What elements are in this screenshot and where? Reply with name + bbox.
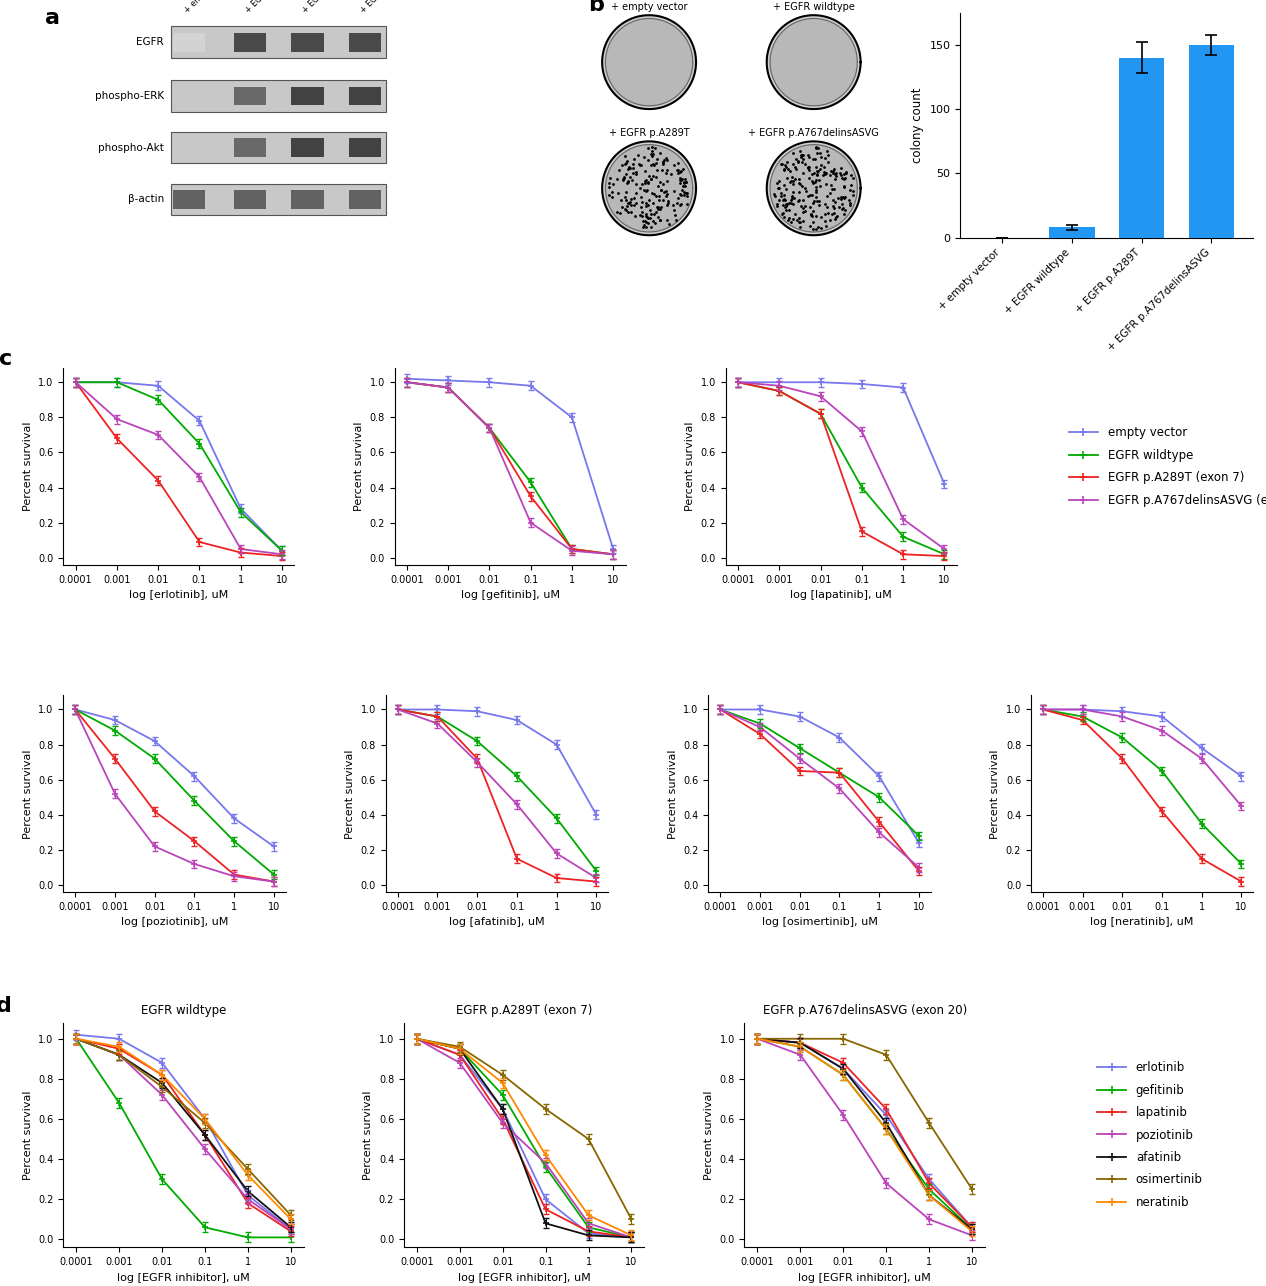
Bar xyxy=(234,190,266,208)
Y-axis label: Percent survival: Percent survival xyxy=(23,748,33,838)
X-axis label: log [lapatinib], uM: log [lapatinib], uM xyxy=(790,590,893,601)
X-axis label: log [EGFR inhibitor], uM: log [EGFR inhibitor], uM xyxy=(458,1273,590,1282)
Polygon shape xyxy=(770,144,857,231)
Y-axis label: Percent survival: Percent survival xyxy=(990,748,1000,838)
Bar xyxy=(234,32,266,51)
Text: + EGFR p.A767delinsASVG: + EGFR p.A767delinsASVG xyxy=(358,0,441,15)
Title: + EGFR p.A289T: + EGFR p.A289T xyxy=(609,129,690,138)
Text: + EGFR wildtype: + EGFR wildtype xyxy=(243,0,298,15)
Y-axis label: Percent survival: Percent survival xyxy=(23,422,33,512)
Y-axis label: Percent survival: Percent survival xyxy=(354,422,363,512)
Bar xyxy=(1189,45,1234,238)
Polygon shape xyxy=(605,144,693,231)
X-axis label: log [EGFR inhibitor], uM: log [EGFR inhibitor], uM xyxy=(799,1273,931,1282)
Legend: erlotinib, gefitinib, lapatinib, poziotinib, afatinib, osimertinib, neratinib: erlotinib, gefitinib, lapatinib, pozioti… xyxy=(1091,1056,1209,1215)
Bar xyxy=(172,32,205,51)
Bar xyxy=(171,184,386,215)
Bar xyxy=(171,132,386,163)
X-axis label: log [poziotinib], uM: log [poziotinib], uM xyxy=(120,917,228,927)
Bar xyxy=(348,190,381,208)
Bar xyxy=(171,80,386,112)
Text: + empty vector: + empty vector xyxy=(182,0,234,15)
Bar xyxy=(291,32,324,51)
Text: + EGFR p.A289T: + EGFR p.A289T xyxy=(301,0,354,15)
Text: a: a xyxy=(46,9,61,28)
Title: + empty vector: + empty vector xyxy=(610,3,687,12)
Bar xyxy=(348,32,381,51)
Y-axis label: Percent survival: Percent survival xyxy=(363,1091,373,1179)
Polygon shape xyxy=(770,18,857,105)
Polygon shape xyxy=(767,141,861,235)
Text: b: b xyxy=(587,0,604,15)
X-axis label: log [gefitinib], uM: log [gefitinib], uM xyxy=(461,590,560,601)
Bar xyxy=(1050,228,1095,238)
Y-axis label: Percent survival: Percent survival xyxy=(704,1091,714,1179)
Polygon shape xyxy=(603,141,696,235)
Bar xyxy=(1119,58,1165,238)
Bar xyxy=(234,86,266,105)
X-axis label: log [neratinib], uM: log [neratinib], uM xyxy=(1090,917,1194,927)
Bar xyxy=(291,86,324,105)
Y-axis label: Percent survival: Percent survival xyxy=(685,422,695,512)
Bar xyxy=(172,190,205,208)
X-axis label: log [afatinib], uM: log [afatinib], uM xyxy=(449,917,544,927)
Polygon shape xyxy=(767,15,861,109)
X-axis label: log [erlotinib], uM: log [erlotinib], uM xyxy=(129,590,228,601)
Bar xyxy=(348,139,381,157)
Text: phospho-ERK: phospho-ERK xyxy=(95,91,163,102)
Bar xyxy=(171,26,386,58)
Y-axis label: Percent survival: Percent survival xyxy=(346,748,356,838)
Bar xyxy=(348,86,381,105)
Text: phospho-Akt: phospho-Akt xyxy=(97,143,163,153)
Polygon shape xyxy=(603,15,696,109)
Text: EGFR: EGFR xyxy=(137,37,163,48)
Bar xyxy=(234,139,266,157)
Title: + EGFR p.A767delinsASVG: + EGFR p.A767delinsASVG xyxy=(748,129,879,138)
Y-axis label: Percent survival: Percent survival xyxy=(23,1091,33,1179)
Y-axis label: Percent survival: Percent survival xyxy=(667,748,677,838)
Legend: empty vector, EGFR wildtype, EGFR p.A289T (exon 7), EGFR p.A767delinsASVG (exon : empty vector, EGFR wildtype, EGFR p.A289… xyxy=(1062,421,1266,513)
Text: d: d xyxy=(0,995,11,1016)
Polygon shape xyxy=(605,18,693,105)
Text: β-actin: β-actin xyxy=(128,194,163,204)
Title: EGFR wildtype: EGFR wildtype xyxy=(141,1004,227,1017)
Title: + EGFR wildtype: + EGFR wildtype xyxy=(772,3,855,12)
Y-axis label: colony count: colony count xyxy=(912,87,924,163)
Bar xyxy=(291,190,324,208)
X-axis label: log [EGFR inhibitor], uM: log [EGFR inhibitor], uM xyxy=(118,1273,249,1282)
Title: EGFR p.A767delinsASVG (exon 20): EGFR p.A767delinsASVG (exon 20) xyxy=(762,1004,967,1017)
Title: EGFR p.A289T (exon 7): EGFR p.A289T (exon 7) xyxy=(456,1004,592,1017)
Text: c: c xyxy=(0,349,11,369)
X-axis label: log [osimertinib], uM: log [osimertinib], uM xyxy=(762,917,877,927)
Bar xyxy=(291,139,324,157)
